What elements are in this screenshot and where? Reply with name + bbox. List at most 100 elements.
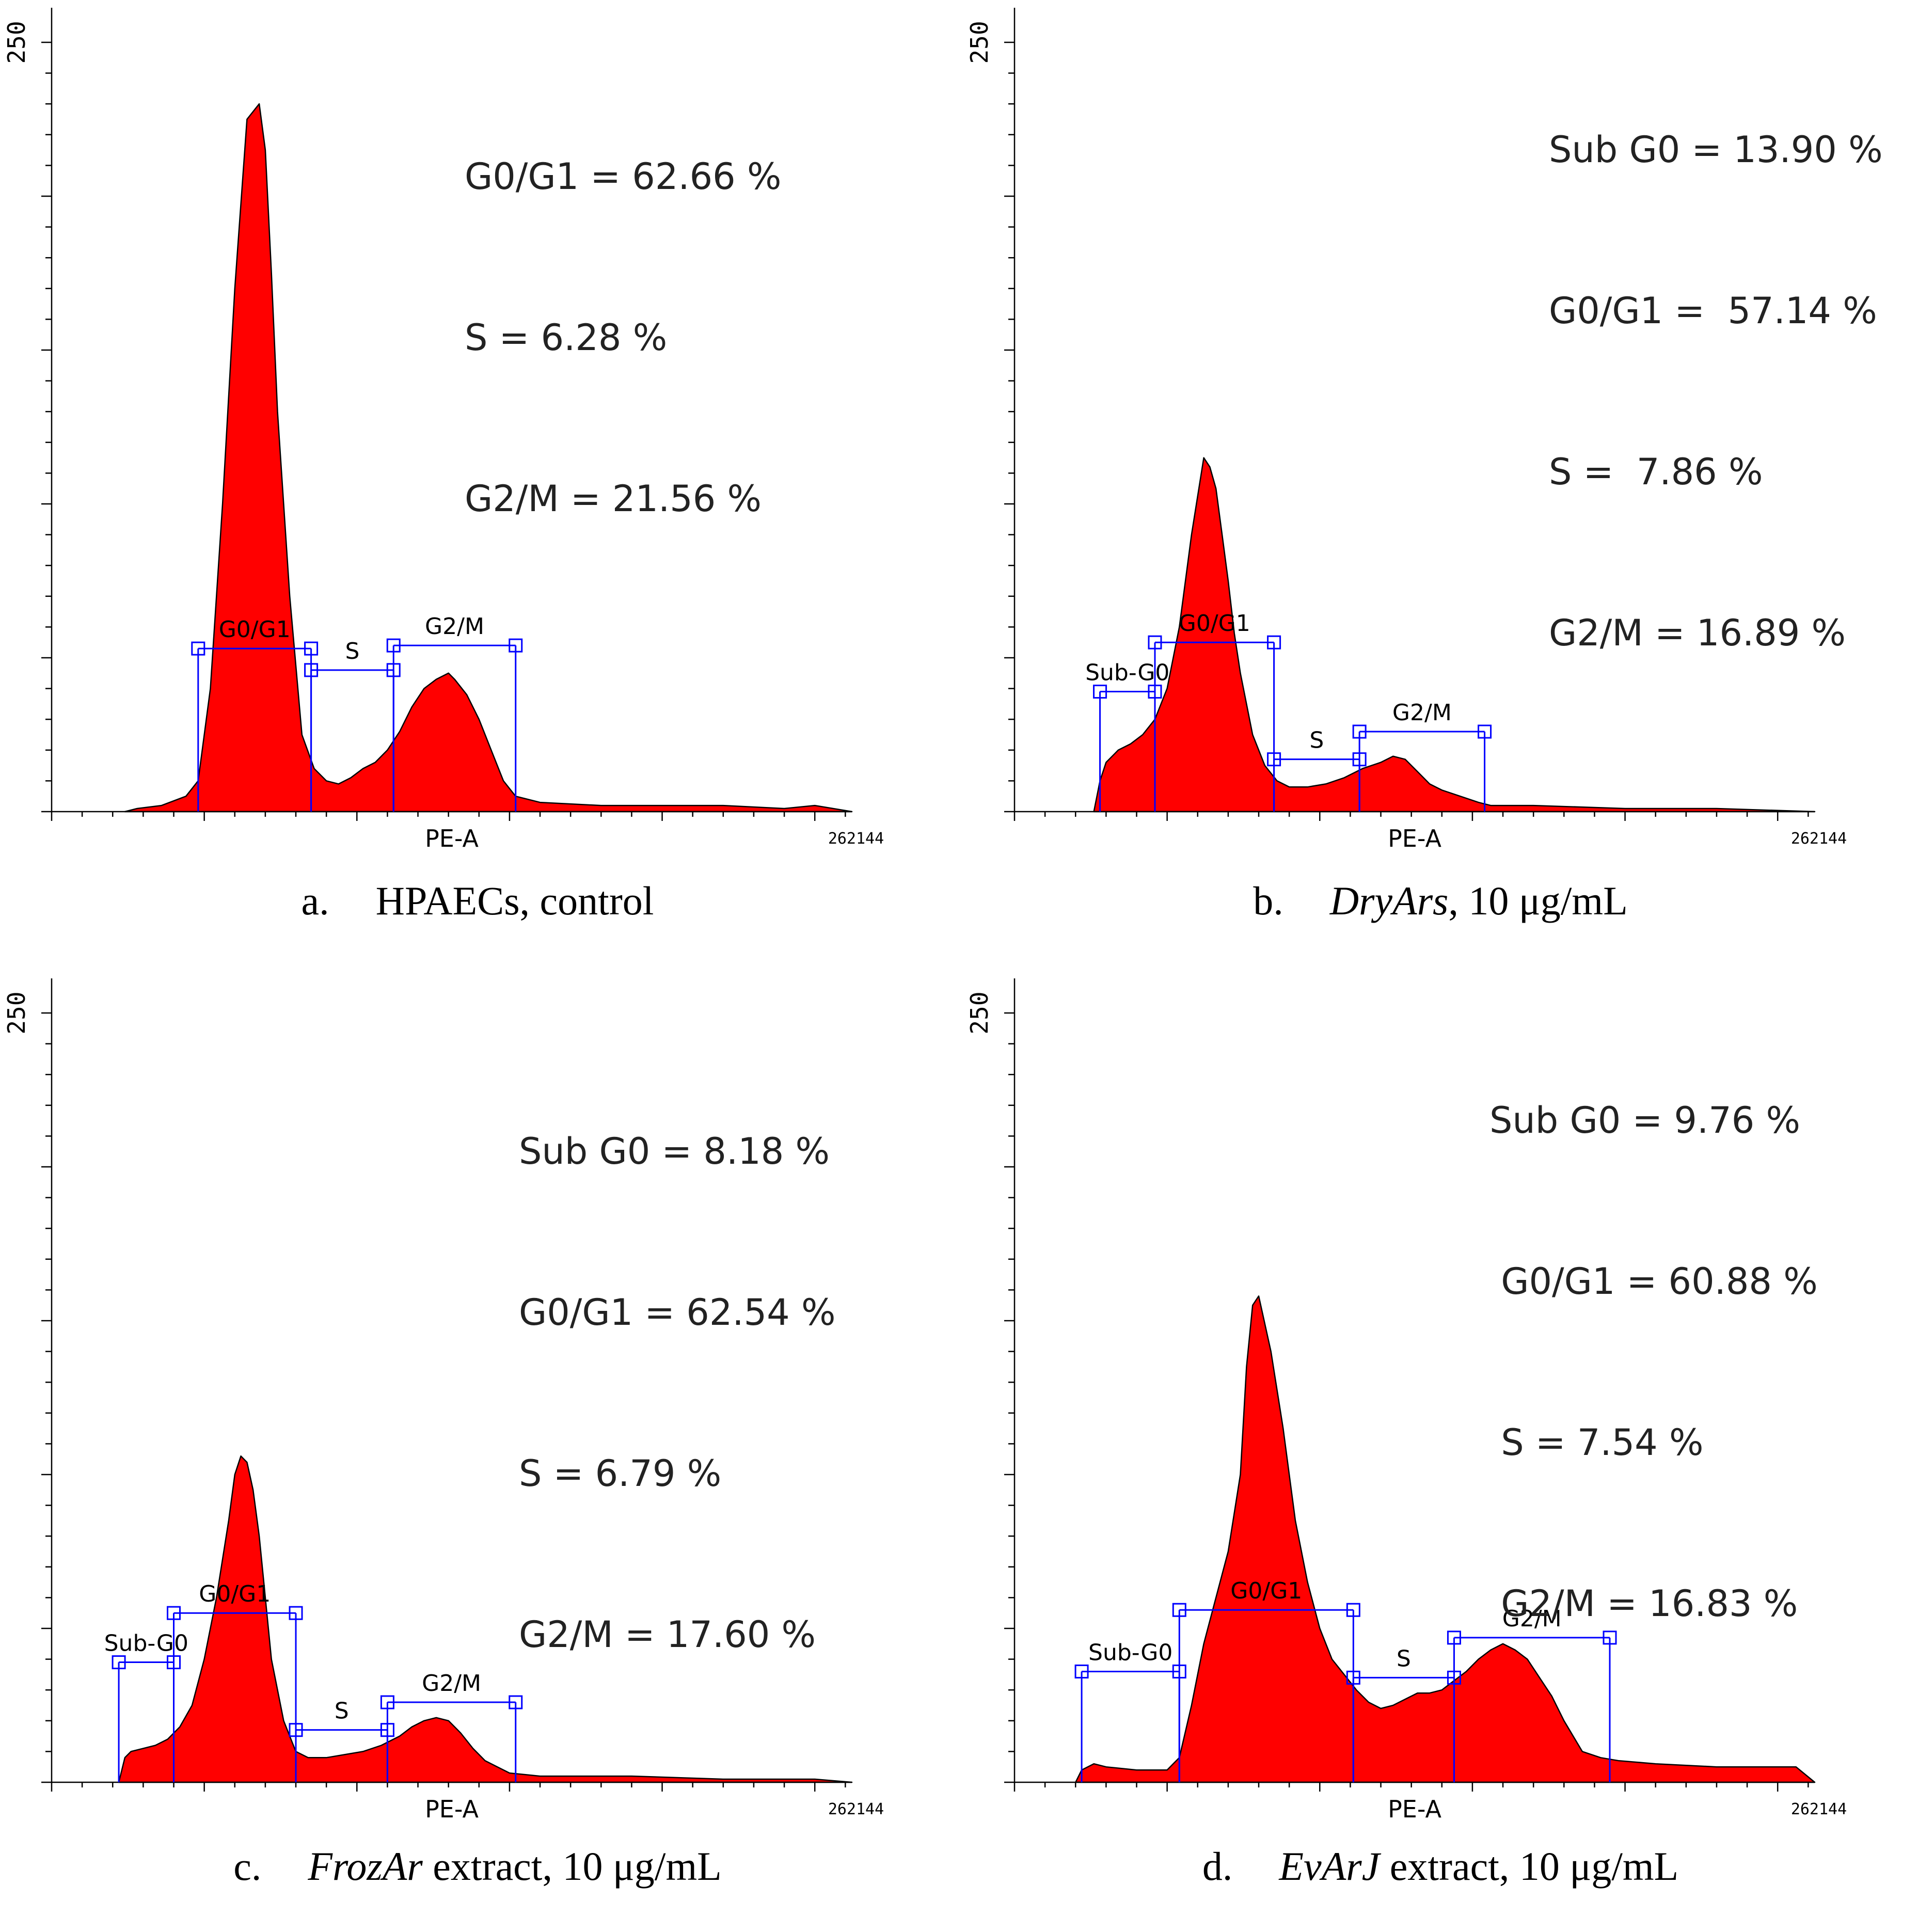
gate-label: G2/M bbox=[422, 1670, 481, 1697]
histogram-area bbox=[1075, 1295, 1816, 1783]
caption-a: a. HPAECs, control bbox=[0, 878, 955, 924]
gate-handle bbox=[1478, 724, 1492, 739]
histogram-plot-b: 250 PE-A 262144 Sub-G0 G0/G1 S G2/M bbox=[965, 8, 1847, 852]
stat-line: G0/G1 = 60.88 % bbox=[1489, 1260, 1818, 1303]
gate-g2-m: G2/M bbox=[1447, 1606, 1617, 1782]
panel-b: 250 PE-A 262144 Sub-G0 G0/G1 S G2/M Sub G0 = 1… bbox=[963, 0, 1918, 960]
stat-line: S = 6.28 % bbox=[465, 316, 668, 359]
caption-d: d. EvArJ extract, 10 μg/mL bbox=[963, 1843, 1918, 1890]
gate-handle bbox=[1148, 635, 1162, 650]
gate-g2-m: G2/M bbox=[380, 1670, 523, 1782]
caption-letter: d. bbox=[1202, 1844, 1233, 1889]
gate-label: S bbox=[345, 638, 359, 664]
gate-label: G2/M bbox=[1392, 700, 1452, 726]
gate-handle bbox=[380, 1695, 394, 1709]
gate-handle bbox=[1172, 1603, 1186, 1617]
x-end-label: 262144 bbox=[828, 1800, 884, 1818]
gate-label: Sub-G0 bbox=[1085, 660, 1169, 686]
gate-s: S bbox=[1267, 727, 1367, 812]
gate-handle bbox=[1267, 635, 1281, 650]
caption-b: b. DryArs, 10 μg/mL bbox=[963, 878, 1918, 924]
histogram-area bbox=[118, 1455, 853, 1783]
caption-letter: b. bbox=[1253, 878, 1283, 923]
gate-handle bbox=[289, 1606, 303, 1620]
caption-letter: a. bbox=[301, 878, 329, 923]
stat-line: G0/G1 = 62.54 % bbox=[519, 1291, 836, 1334]
stat-line: Sub G0 = 8.18 % bbox=[519, 1130, 830, 1173]
gate-label: G0/G1 bbox=[199, 1581, 271, 1607]
stat-line: G0/G1 = 57.14 % bbox=[1549, 290, 1877, 332]
gate-label: G2/M bbox=[425, 613, 484, 640]
gate-g2-m: G2/M bbox=[386, 613, 523, 812]
x-axis-label: PE-A bbox=[425, 825, 479, 852]
gate-label: G0/G1 bbox=[219, 616, 291, 643]
gate-handle bbox=[112, 1655, 126, 1670]
stat-line: Sub G0 = 9.76 % bbox=[1489, 1099, 1801, 1142]
x-axis-label: PE-A bbox=[1388, 1795, 1441, 1823]
stat-line: S = 7.86 % bbox=[1549, 451, 1763, 493]
gate-label: Sub-G0 bbox=[1088, 1639, 1172, 1666]
stat-line: G2/M = 16.83 % bbox=[1489, 1582, 1798, 1625]
gate-label: Sub-G0 bbox=[104, 1630, 188, 1657]
stat-line: G2/M = 21.56 % bbox=[465, 478, 762, 520]
gate-handle bbox=[509, 638, 523, 653]
x-end-label: 262144 bbox=[1791, 1800, 1847, 1818]
stat-line: S = 7.54 % bbox=[1489, 1421, 1704, 1464]
y-tick-label: 250 bbox=[965, 21, 993, 64]
gate-handle bbox=[1603, 1630, 1617, 1645]
x-axis-label: PE-A bbox=[425, 1795, 479, 1823]
stat-line: G2/M = 16.89 % bbox=[1549, 612, 1846, 654]
histogram-area bbox=[1093, 457, 1816, 813]
gate-handle bbox=[167, 1606, 181, 1620]
x-axis-label: PE-A bbox=[1388, 825, 1441, 852]
caption-letter: c. bbox=[233, 1844, 262, 1889]
y-tick-label: 250 bbox=[3, 21, 30, 64]
caption-text: extract, 10 μg/mL bbox=[1380, 1844, 1679, 1889]
gate-sub-g0: Sub-G0 bbox=[1074, 1639, 1186, 1782]
y-tick-label: 250 bbox=[965, 991, 993, 1034]
histogram-plot-c: 250 PE-A 262144 Sub-G0 G0/G1 S G2/M bbox=[3, 978, 884, 1823]
caption-sample-name: FrozAr bbox=[308, 1844, 423, 1889]
stat-line: Sub G0 = 13.90 % bbox=[1549, 129, 1883, 171]
caption-text: HPAECs, control bbox=[375, 878, 654, 923]
gate-handle bbox=[1346, 1670, 1360, 1685]
gate-g2-m: G2/M bbox=[1352, 700, 1492, 812]
gate-handle bbox=[1093, 685, 1107, 699]
gate-handle bbox=[1267, 752, 1281, 767]
stats-box-b: Sub G0 = 13.90 % G0/G1 = 57.14 % S = 7.8… bbox=[1549, 15, 1883, 767]
stat-line: S = 6.79 % bbox=[519, 1452, 722, 1495]
caption-text: extract, 10 μg/mL bbox=[422, 1844, 722, 1889]
gate-label: S bbox=[1309, 727, 1324, 754]
gate-handle bbox=[1346, 1603, 1360, 1617]
histogram-plot-a: 250 PE-A 262144 G0/G1 S G2/M bbox=[3, 8, 884, 852]
panel-d: 250 PE-A 262144 Sub-G0 G0/G1 S G2/M Sub G0 = 9… bbox=[963, 971, 1918, 1931]
x-end-label: 262144 bbox=[828, 830, 884, 848]
gate-handle bbox=[1352, 724, 1367, 739]
x-end-label: 262144 bbox=[1791, 830, 1847, 848]
gate-handle bbox=[191, 641, 205, 656]
gate-label: S bbox=[335, 1698, 349, 1724]
caption-sample-name: EvArJ bbox=[1279, 1844, 1380, 1889]
gate-label: G0/G1 bbox=[1179, 610, 1250, 637]
gate-handle bbox=[1447, 1630, 1461, 1645]
gate-handle bbox=[304, 641, 319, 656]
stat-line: G0/G1 = 62.66 % bbox=[465, 155, 782, 198]
gate-handle bbox=[509, 1695, 523, 1709]
histogram-area bbox=[124, 103, 853, 813]
gate-label: G2/M bbox=[1502, 1606, 1562, 1632]
gate-handle bbox=[386, 638, 401, 653]
histogram-plot-d: 250 PE-A 262144 Sub-G0 G0/G1 S G2/M bbox=[965, 978, 1847, 1823]
stat-line: G2/M = 17.60 % bbox=[519, 1613, 816, 1656]
gate-handle bbox=[289, 1723, 303, 1737]
gate-label: S bbox=[1397, 1645, 1411, 1672]
panel-c: 250 PE-A 262144 Sub-G0 G0/G1 S G2/M Sub G0 = 8… bbox=[0, 971, 955, 1931]
caption-c: c. FrozAr extract, 10 μg/mL bbox=[0, 1843, 955, 1890]
caption-sample-name: DryArs bbox=[1329, 878, 1449, 923]
stats-box-a: G0/G1 = 62.66 % S = 6.28 % G2/M = 21.56 … bbox=[465, 42, 781, 633]
caption-text: , 10 μg/mL bbox=[1448, 878, 1628, 923]
gate-label: G0/G1 bbox=[1230, 1578, 1302, 1604]
gate-handle bbox=[304, 663, 319, 677]
y-tick-label: 250 bbox=[3, 991, 30, 1034]
panel-a: 250 PE-A 262144 G0/G1 S G2/M G0/G1 = 62.66 % … bbox=[0, 0, 955, 960]
stats-box-d: Sub G0 = 9.76 % G0/G1 = 60.88 % S = 7.54… bbox=[1489, 986, 1818, 1738]
